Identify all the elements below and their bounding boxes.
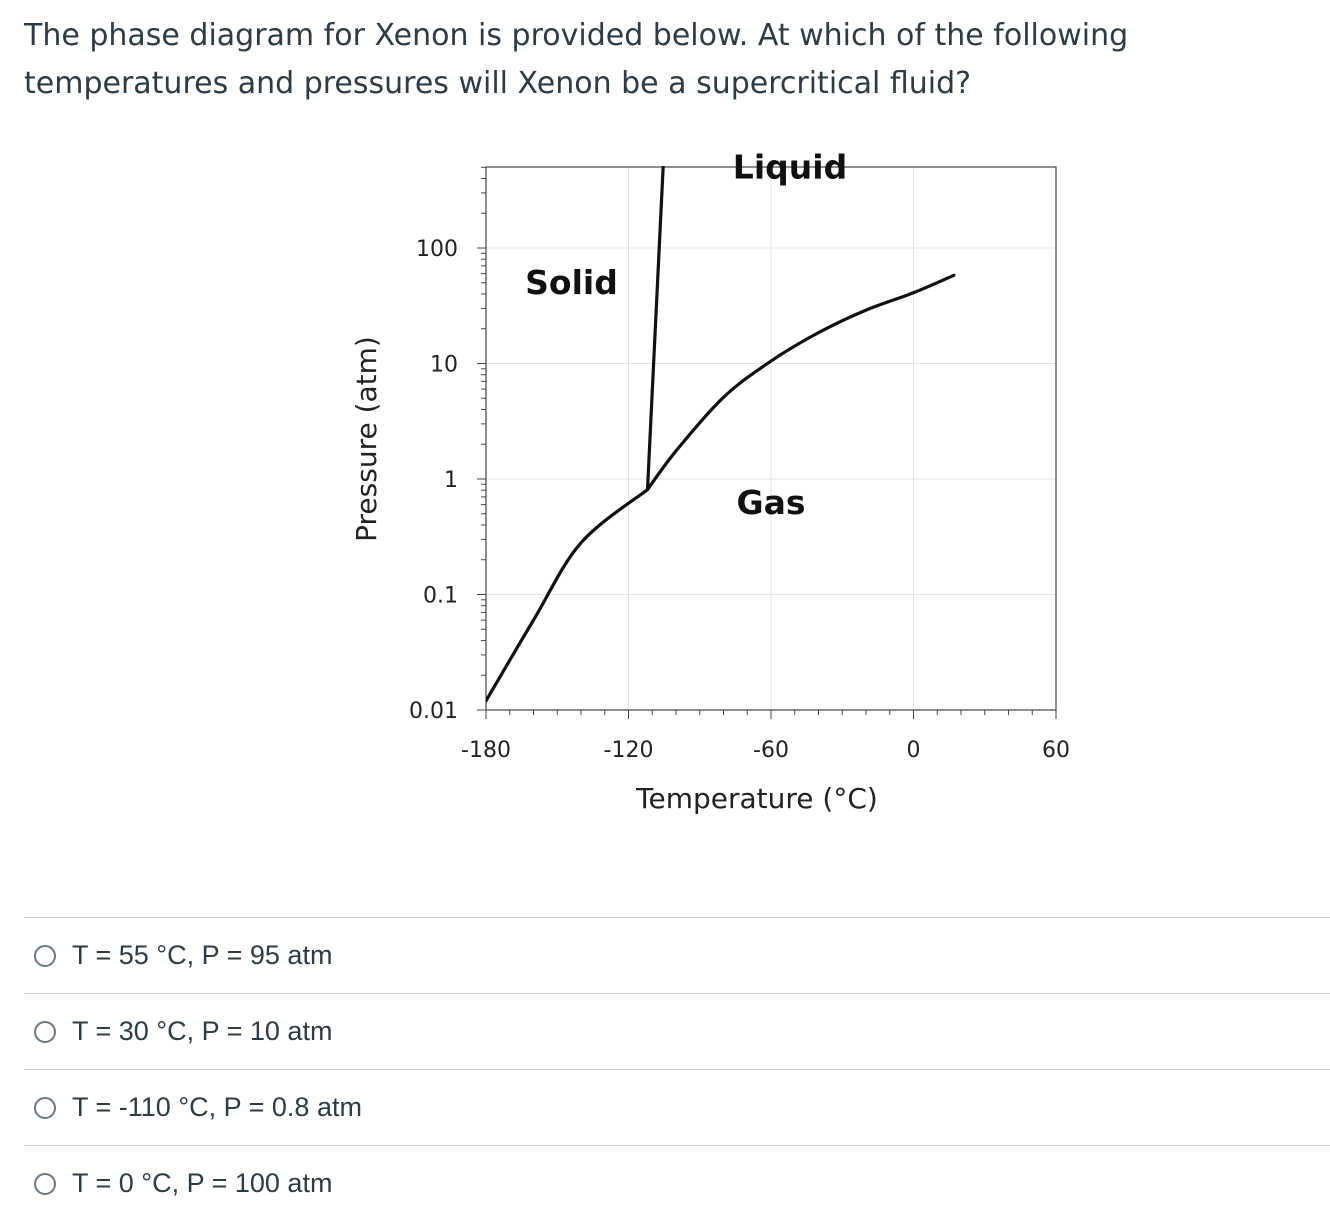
answer-label: T = 0 °C, P = 100 atm xyxy=(72,1168,333,1198)
vaporization-curve xyxy=(645,273,956,492)
y-tick-label: 100 xyxy=(416,237,458,262)
radio-button[interactable] xyxy=(34,1172,56,1195)
answer-label: T = -110 °C, P = 0.8 atm xyxy=(72,1092,362,1122)
region-label-liquid: Liquid xyxy=(733,147,847,186)
answer-option[interactable]: T = 55 °C, P = 95 atm xyxy=(24,917,1330,993)
x-axis-title: Temperature (°C) xyxy=(635,782,878,815)
sublimation-curve xyxy=(486,487,650,703)
y-tick-label: 10 xyxy=(430,353,458,378)
y-axis-title: Pressure (atm) xyxy=(350,336,383,542)
x-tick-label: 0 xyxy=(907,738,921,763)
phase-diagram-chart: -180 -120 -60 0 60 0.01 0.1 1 10 100 Temperature (… xyxy=(350,147,1070,815)
y-tick-label: 0.01 xyxy=(409,699,458,724)
answer-label: T = 55 °C, P = 95 atm xyxy=(72,940,333,970)
answer-option[interactable]: T = 30 °C, P = 10 atm xyxy=(24,993,1330,1069)
radio-button[interactable] xyxy=(34,1020,56,1043)
radio-button[interactable] xyxy=(34,1096,56,1119)
answer-list: T = 55 °C, P = 95 atm T = 30 °C, P = 10 … xyxy=(24,917,1330,1221)
question-text: The phase diagram for Xenon is provided … xyxy=(24,18,1129,101)
region-label-solid: Solid xyxy=(525,263,618,302)
answer-option[interactable]: T = -110 °C, P = 0.8 atm xyxy=(24,1069,1330,1145)
region-label-gas: Gas xyxy=(737,483,806,522)
y-tick-label: 1 xyxy=(444,468,458,493)
x-tick-label: -180 xyxy=(461,738,511,763)
y-tick-label: 0.1 xyxy=(423,584,458,609)
radio-button[interactable] xyxy=(34,944,56,967)
x-tick-label: -120 xyxy=(604,738,654,763)
melting-curve xyxy=(645,166,665,492)
x-tick-label: 60 xyxy=(1042,738,1070,763)
answer-label: T = 30 °C, P = 10 atm xyxy=(72,1016,333,1046)
x-tick-label: -60 xyxy=(753,738,789,763)
answer-option[interactable]: T = 0 °C, P = 100 atm xyxy=(24,1145,1330,1221)
